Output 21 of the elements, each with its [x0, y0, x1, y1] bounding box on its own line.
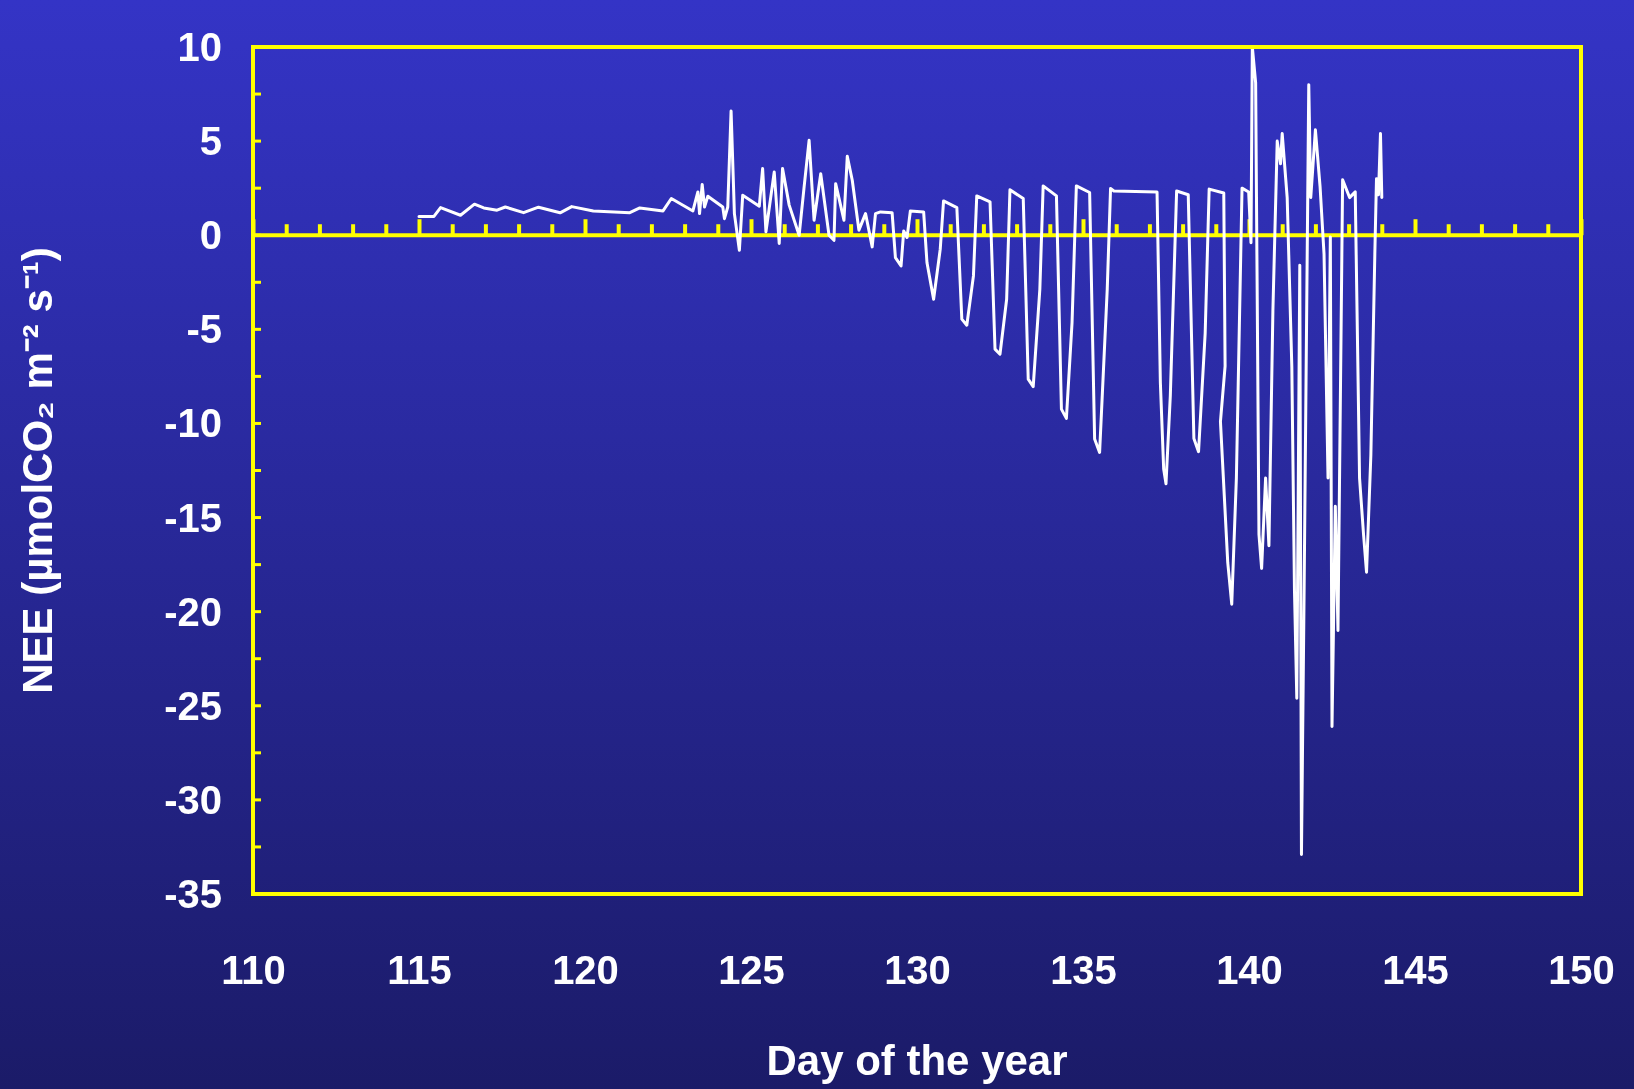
x-tick-label: 115	[387, 948, 452, 993]
y-tick-label: -5	[186, 307, 222, 352]
x-tick-label: 120	[552, 948, 619, 993]
y-tick-label: -35	[164, 872, 222, 916]
x-tick-label: 130	[884, 948, 951, 993]
x-tick-label: 145	[1382, 948, 1449, 993]
x-tick-label: 140	[1216, 948, 1283, 993]
y-tick-label: 10	[177, 25, 222, 69]
y-tick-label: 0	[199, 213, 222, 258]
x-tick-label: 150	[1548, 948, 1615, 993]
x-tick-label: 135	[1050, 948, 1117, 993]
x-tick-label: 125	[718, 948, 785, 993]
y-tick-label: -25	[164, 683, 222, 728]
x-tick-label: 110	[221, 948, 286, 993]
y-tick-label: -20	[164, 589, 222, 634]
y-tick-label: 5	[199, 119, 222, 164]
y-tick-label: -15	[164, 495, 222, 540]
y-axis-title: NEE (µmolCO₂ m⁻² s⁻¹)	[14, 247, 61, 694]
y-tick-label: -30	[164, 777, 222, 822]
y-tick-label: -10	[164, 401, 222, 446]
x-axis-title: Day of the year	[766, 1037, 1068, 1084]
